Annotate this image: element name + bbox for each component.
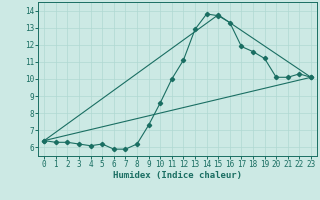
X-axis label: Humidex (Indice chaleur): Humidex (Indice chaleur) [113, 171, 242, 180]
